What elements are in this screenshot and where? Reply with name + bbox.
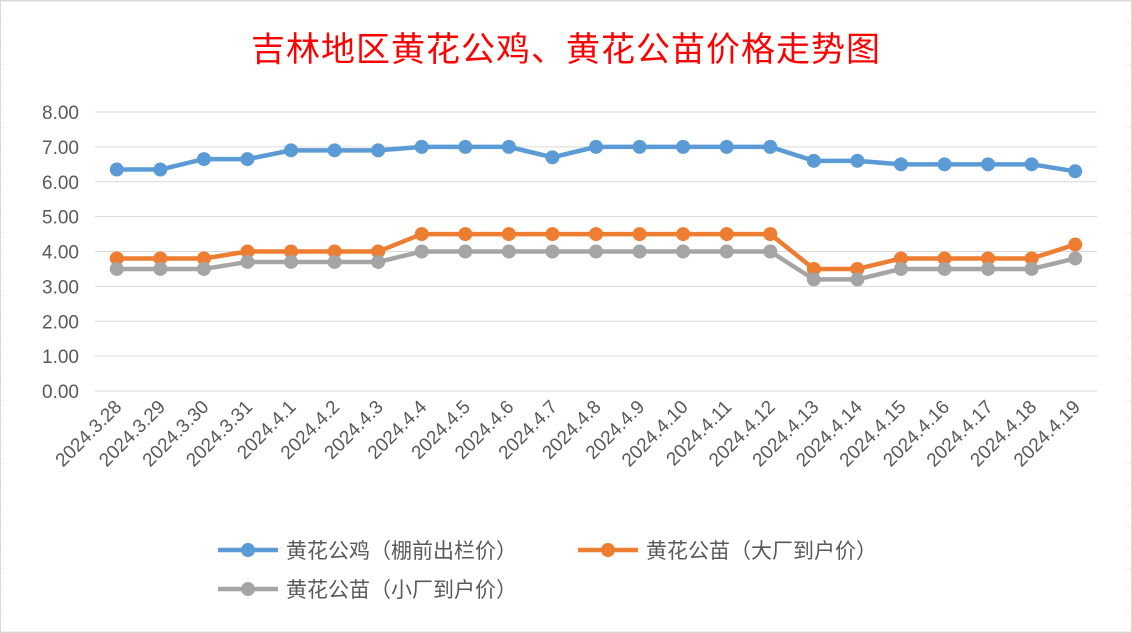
series-1: [109, 139, 1083, 179]
data-point[interactable]: [981, 157, 996, 172]
data-point[interactable]: [196, 152, 211, 167]
data-point[interactable]: [719, 227, 734, 242]
y-tick-label: 0.00: [42, 382, 79, 403]
y-tick-label: 1.00: [42, 347, 79, 368]
series-3: [109, 244, 1083, 287]
legend-item[interactable]: 黄花公苗（小厂到户价）: [218, 578, 517, 602]
data-point[interactable]: [893, 261, 908, 276]
data-point[interactable]: [937, 261, 952, 276]
data-point[interactable]: [850, 153, 865, 168]
data-point[interactable]: [109, 261, 124, 276]
data-point[interactable]: [196, 251, 211, 266]
data-point[interactable]: [1024, 261, 1039, 276]
data-point[interactable]: [719, 244, 734, 259]
data-point[interactable]: [327, 143, 342, 158]
legend-marker: [601, 543, 615, 557]
data-point[interactable]: [763, 139, 778, 154]
data-point[interactable]: [850, 272, 865, 287]
data-point[interactable]: [458, 139, 473, 154]
data-point[interactable]: [327, 244, 342, 259]
data-point[interactable]: [458, 244, 473, 259]
legend: 黄花公鸡（棚前出栏价） 黄花公苗（大厂到户价） 黄花公苗（小厂到户价）: [218, 539, 877, 602]
data-point[interactable]: [632, 244, 647, 259]
legend-item[interactable]: 黄花公苗（大厂到户价）: [578, 539, 877, 563]
data-point[interactable]: [371, 244, 386, 259]
data-point[interactable]: [414, 139, 429, 154]
y-tick-label: 8.00: [42, 103, 79, 124]
legend-item[interactable]: 黄花公鸡（棚前出栏价）: [218, 539, 517, 563]
data-point[interactable]: [981, 261, 996, 276]
data-point[interactable]: [240, 152, 255, 167]
legend-label: 黄花公苗（大厂到户价）: [646, 539, 877, 563]
legend-marker: [241, 582, 255, 596]
legend-label: 黄花公鸡（棚前出栏价）: [286, 539, 517, 563]
data-point[interactable]: [850, 261, 865, 276]
data-point[interactable]: [545, 150, 560, 165]
data-point[interactable]: [763, 227, 778, 242]
data-point[interactable]: [196, 261, 211, 276]
data-point[interactable]: [806, 261, 821, 276]
y-tick-label: 7.00: [42, 138, 79, 159]
data-point[interactable]: [937, 251, 952, 266]
data-point[interactable]: [545, 244, 560, 259]
data-point[interactable]: [153, 261, 168, 276]
data-point[interactable]: [676, 139, 691, 154]
data-point[interactable]: [893, 157, 908, 172]
data-point[interactable]: [632, 139, 647, 154]
data-point[interactable]: [1068, 164, 1083, 179]
y-axis-ticks: 0.00 1.00 2.00 3.00 4.00 5.00 6.00 7.00 8.00: [42, 103, 79, 403]
data-point[interactable]: [458, 227, 473, 242]
data-point[interactable]: [414, 244, 429, 259]
data-point[interactable]: [153, 162, 168, 177]
data-point[interactable]: [371, 254, 386, 269]
chart-area[interactable]: [4, 4, 1126, 627]
data-point[interactable]: [981, 251, 996, 266]
data-point[interactable]: [501, 227, 516, 242]
data-point[interactable]: [676, 244, 691, 259]
data-point[interactable]: [937, 157, 952, 172]
data-point[interactable]: [893, 251, 908, 266]
data-point[interactable]: [589, 227, 603, 242]
data-point[interactable]: [1024, 251, 1039, 266]
y-tick-label: 3.00: [42, 277, 79, 298]
data-point[interactable]: [371, 143, 386, 158]
legend-label: 黄花公苗（小厂到户价）: [286, 578, 517, 602]
y-tick-label: 5.00: [42, 208, 79, 229]
data-point[interactable]: [719, 139, 734, 154]
x-axis-ticks: 2024.3.282024.3.292024.3.302024.3.312024…: [52, 396, 1085, 471]
data-point[interactable]: [414, 227, 429, 242]
data-point[interactable]: [1068, 237, 1083, 252]
data-point[interactable]: [589, 139, 603, 154]
series-group: [109, 139, 1083, 287]
data-point[interactable]: [806, 272, 821, 287]
chart-title: 吉林地区黄花公鸡、黄花公苗价格走势图: [251, 30, 881, 70]
data-point[interactable]: [545, 227, 560, 242]
data-point[interactable]: [327, 254, 342, 269]
data-point[interactable]: [240, 244, 255, 259]
data-point[interactable]: [109, 251, 124, 266]
data-point[interactable]: [284, 143, 299, 158]
data-point[interactable]: [240, 254, 255, 269]
data-point[interactable]: [284, 254, 299, 269]
y-tick-label: 6.00: [42, 173, 79, 194]
y-tick-label: 2.00: [42, 312, 79, 333]
data-point[interactable]: [153, 251, 168, 266]
data-point[interactable]: [1068, 251, 1083, 266]
data-point[interactable]: [763, 244, 778, 259]
data-point[interactable]: [1024, 157, 1039, 172]
y-tick-label: 4.00: [42, 243, 79, 264]
data-point[interactable]: [632, 227, 647, 242]
data-point[interactable]: [806, 153, 821, 168]
data-point[interactable]: [676, 227, 691, 242]
data-point[interactable]: [501, 244, 516, 259]
data-point[interactable]: [589, 244, 603, 259]
series-2: [109, 227, 1083, 276]
data-point[interactable]: [109, 162, 124, 177]
legend-marker: [241, 543, 255, 557]
data-point[interactable]: [284, 244, 299, 259]
data-point[interactable]: [501, 139, 516, 154]
